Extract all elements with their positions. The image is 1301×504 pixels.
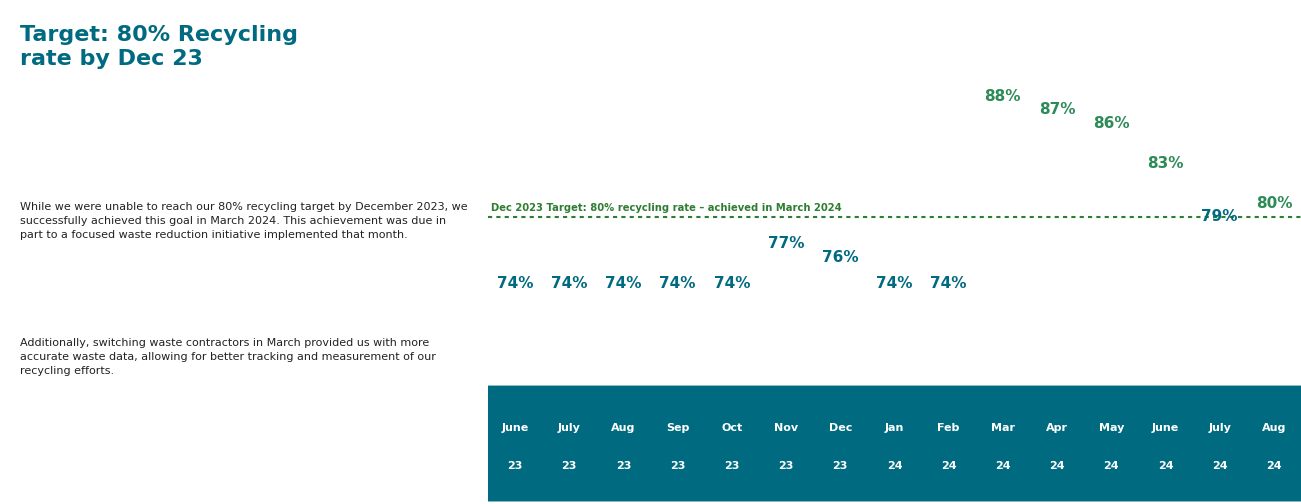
Text: 23: 23 [507, 461, 523, 471]
Text: 23: 23 [778, 461, 794, 471]
Text: July: July [1209, 423, 1231, 433]
Text: 24: 24 [1158, 461, 1174, 471]
Text: Feb: Feb [938, 423, 960, 433]
Text: Aug: Aug [611, 423, 636, 433]
Text: 74%: 74% [660, 277, 696, 291]
Text: 80%: 80% [1255, 196, 1292, 211]
Text: June: June [501, 423, 528, 433]
Text: Jan: Jan [885, 423, 904, 433]
Text: Sep: Sep [666, 423, 690, 433]
Text: 83%: 83% [1147, 156, 1184, 171]
Text: 23: 23 [670, 461, 686, 471]
Text: 24: 24 [1049, 461, 1066, 471]
Text: 88%: 88% [985, 89, 1021, 104]
Text: 74%: 74% [876, 277, 913, 291]
Text: 79%: 79% [1201, 210, 1239, 224]
Text: 24: 24 [886, 461, 903, 471]
Text: While we were unable to reach our 80% recycling target by December 2023, we
succ: While we were unable to reach our 80% re… [20, 202, 467, 240]
Text: 24: 24 [941, 461, 956, 471]
Text: Mar: Mar [991, 423, 1015, 433]
Text: 24: 24 [1211, 461, 1228, 471]
Text: 87%: 87% [1038, 102, 1076, 117]
Text: May: May [1098, 423, 1124, 433]
Text: 74%: 74% [713, 277, 751, 291]
Text: 23: 23 [615, 461, 631, 471]
Text: Oct: Oct [721, 423, 743, 433]
Text: Additionally, switching waste contractors in March provided us with more
accurat: Additionally, switching waste contractor… [20, 338, 436, 376]
Text: Dec: Dec [829, 423, 852, 433]
Text: 23: 23 [725, 461, 739, 471]
Text: 24: 24 [1103, 461, 1119, 471]
Text: Aug: Aug [1262, 423, 1287, 433]
Text: 76%: 76% [822, 249, 859, 265]
Text: Dec 2023 Target: 80% recycling rate – achieved in March 2024: Dec 2023 Target: 80% recycling rate – ac… [490, 203, 842, 213]
Text: 77%: 77% [768, 236, 804, 251]
Text: 74%: 74% [550, 277, 588, 291]
Text: Nov: Nov [774, 423, 798, 433]
Text: July: July [558, 423, 580, 433]
Text: 23: 23 [562, 461, 576, 471]
Text: 24: 24 [1266, 461, 1281, 471]
Text: Target: 80% Recycling
rate by Dec 23: Target: 80% Recycling rate by Dec 23 [20, 25, 298, 69]
Text: June: June [1151, 423, 1179, 433]
FancyBboxPatch shape [487, 386, 1301, 501]
Text: 74%: 74% [497, 277, 533, 291]
Text: 23: 23 [833, 461, 848, 471]
Text: Apr: Apr [1046, 423, 1068, 433]
Text: 86%: 86% [1093, 115, 1129, 131]
Text: 24: 24 [995, 461, 1011, 471]
Text: 74%: 74% [930, 277, 967, 291]
Text: 74%: 74% [605, 277, 641, 291]
